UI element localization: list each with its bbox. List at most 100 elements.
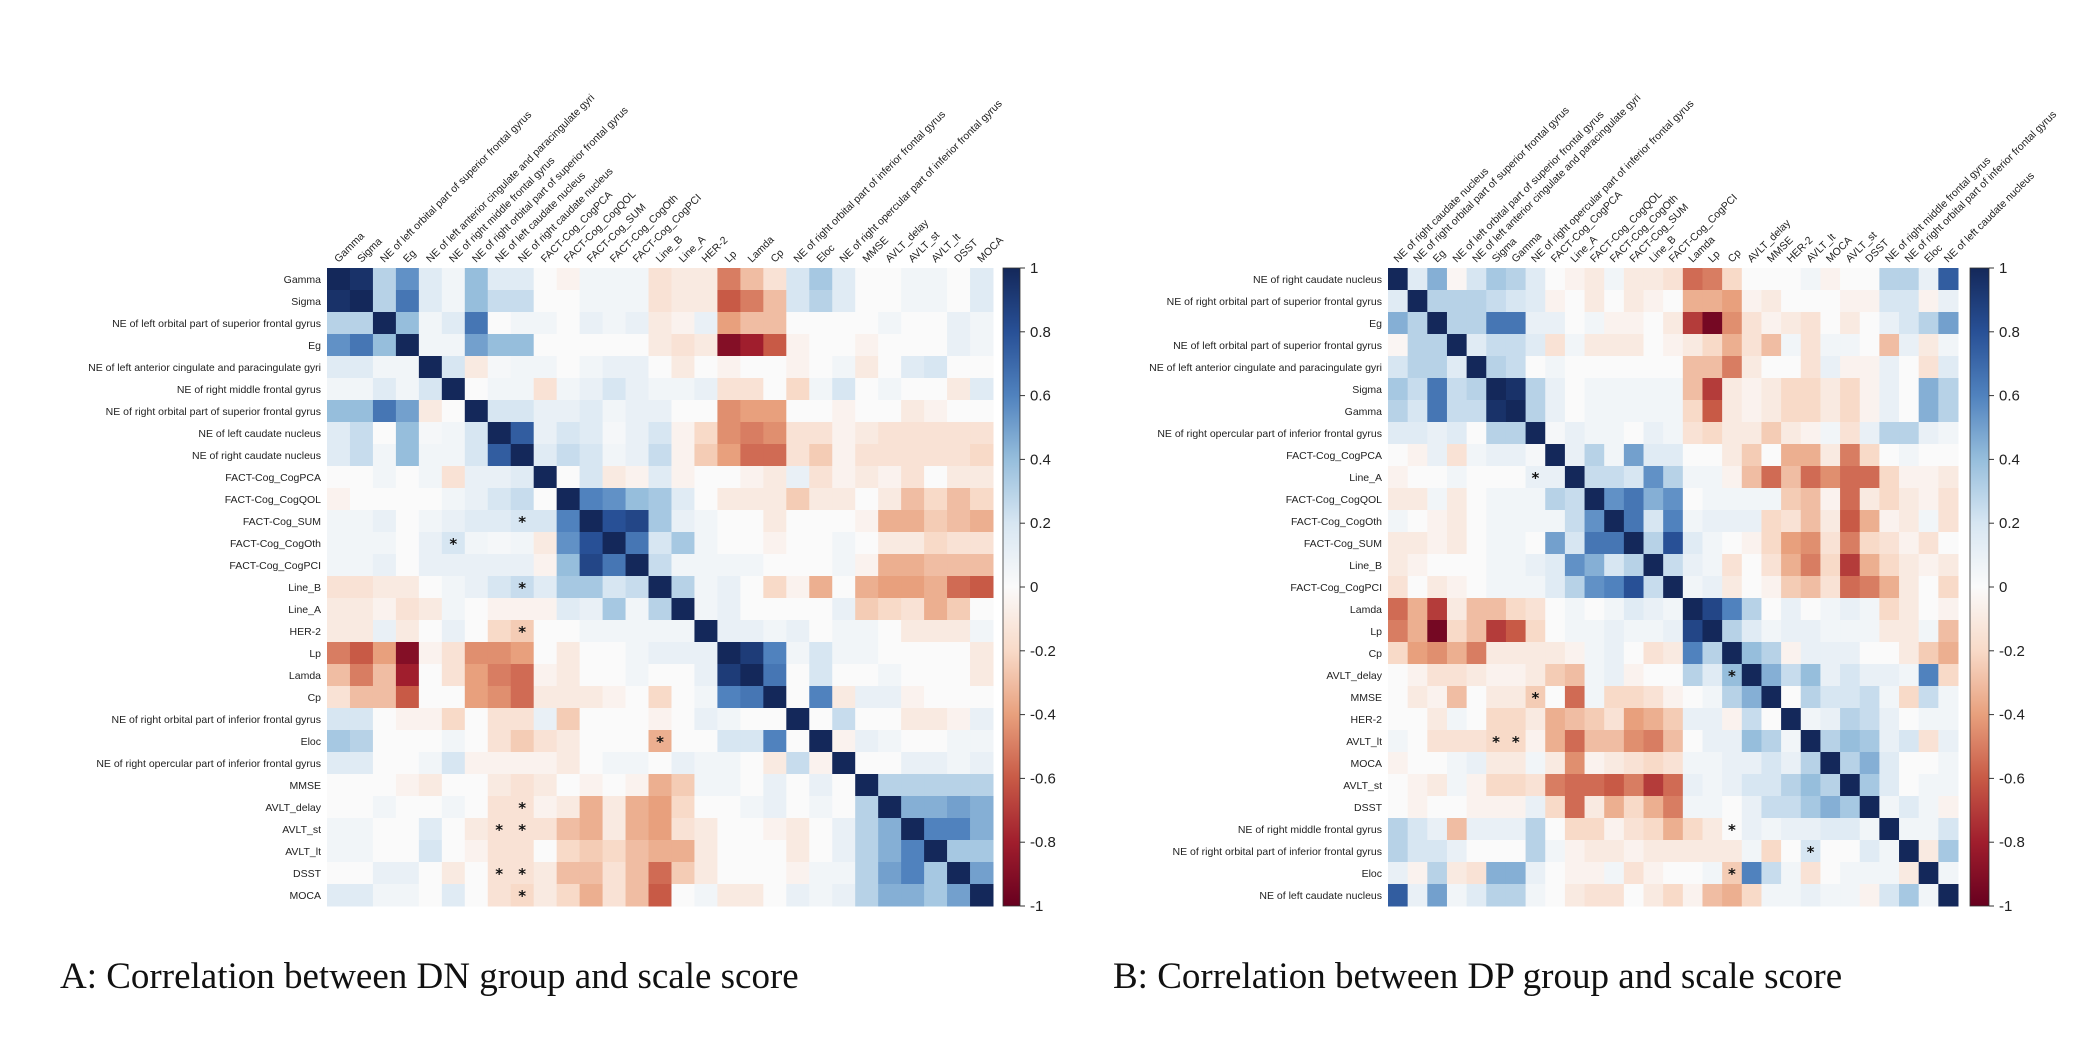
heatmap-cell bbox=[1800, 862, 1821, 885]
heatmap-cell bbox=[878, 400, 902, 423]
heatmap-cell bbox=[1388, 620, 1409, 643]
heatmap-cell bbox=[602, 796, 627, 819]
heatmap-cell bbox=[1427, 466, 1448, 489]
heatmap-cell bbox=[1702, 290, 1723, 313]
heatmap-cell bbox=[855, 598, 879, 621]
heatmap-cell bbox=[1918, 378, 1939, 401]
heatmap-cell bbox=[970, 708, 994, 731]
heatmap-cell bbox=[832, 642, 856, 665]
heatmap-cell bbox=[855, 818, 879, 841]
heatmap-cell bbox=[1722, 334, 1743, 357]
heatmap-cell bbox=[1584, 510, 1605, 533]
heatmap-cell bbox=[1761, 422, 1782, 445]
heatmap-cell bbox=[1466, 268, 1487, 291]
heatmap-cell bbox=[1604, 356, 1625, 379]
heatmap-cell bbox=[694, 466, 718, 489]
heatmap-cell bbox=[372, 752, 397, 775]
heatmap-cell bbox=[648, 598, 672, 621]
heatmap-cell bbox=[717, 818, 741, 841]
colorbar-tick-label: 1 bbox=[1999, 260, 2007, 277]
heatmap-cell bbox=[1427, 708, 1448, 731]
heatmap-cell bbox=[487, 268, 512, 291]
heatmap-cell bbox=[1722, 840, 1743, 863]
heatmap-cell bbox=[855, 576, 879, 599]
heatmap-cell bbox=[1781, 466, 1802, 489]
heatmap-cell bbox=[1623, 356, 1645, 379]
colorbar-tick-label: -1 bbox=[1999, 898, 2012, 915]
heatmap-cell bbox=[1388, 378, 1409, 401]
heatmap-cell bbox=[625, 422, 650, 445]
heatmap-cell bbox=[1584, 884, 1605, 907]
heatmap-cell bbox=[579, 400, 604, 423]
heatmap-cell bbox=[717, 312, 741, 335]
heatmap-cell bbox=[487, 488, 512, 511]
heatmap-cell bbox=[464, 422, 489, 445]
heatmap-cell bbox=[1584, 466, 1605, 489]
heatmap-cell bbox=[1741, 312, 1762, 335]
heatmap-cell bbox=[786, 532, 810, 555]
heatmap-cell bbox=[694, 488, 718, 511]
heatmap-cell bbox=[464, 400, 489, 423]
heatmap-cell bbox=[487, 554, 512, 577]
heatmap-cell bbox=[1486, 620, 1507, 643]
heatmap-cell bbox=[602, 532, 627, 555]
heatmap-cell bbox=[1899, 268, 1920, 291]
heatmap-cell bbox=[1407, 378, 1428, 401]
heatmap-cell bbox=[1820, 818, 1841, 841]
heatmap-cell bbox=[1525, 664, 1546, 687]
heatmap-cell bbox=[441, 554, 466, 577]
heatmap-cell bbox=[349, 686, 374, 709]
heatmap-cell bbox=[602, 356, 627, 379]
heatmap-cell bbox=[1604, 642, 1625, 665]
heatmap-cell bbox=[372, 356, 397, 379]
heatmap-cell bbox=[1525, 532, 1546, 555]
heatmap-cell bbox=[740, 444, 764, 467]
heatmap-cell bbox=[1820, 290, 1841, 313]
heatmap-cell bbox=[349, 422, 374, 445]
colorbar-tick-label: -0.2 bbox=[1030, 643, 1056, 660]
heatmap-cell bbox=[1446, 378, 1468, 401]
heatmap-cell bbox=[1859, 884, 1880, 907]
heatmap-cell bbox=[924, 334, 948, 357]
heatmap-cell bbox=[1525, 598, 1546, 621]
heatmap-cell bbox=[327, 268, 351, 291]
heatmap-cell bbox=[1859, 862, 1880, 885]
heatmap-cell bbox=[832, 708, 856, 731]
heatmap-cell bbox=[1466, 444, 1487, 467]
heatmap-cell bbox=[1741, 290, 1762, 313]
heatmap-cell bbox=[947, 818, 971, 841]
column-label: Cp bbox=[768, 247, 786, 265]
heatmap-cell bbox=[1840, 510, 1861, 533]
heatmap-cell bbox=[1820, 774, 1841, 797]
significance-star: * bbox=[1492, 733, 1500, 751]
heatmap-cell bbox=[832, 444, 856, 467]
heatmap-cell bbox=[1800, 334, 1821, 357]
heatmap-cell bbox=[832, 862, 856, 885]
heatmap-cell bbox=[1545, 598, 1566, 621]
heatmap-cell bbox=[878, 378, 902, 401]
heatmap-cell bbox=[740, 554, 764, 577]
heatmap-cell bbox=[1781, 488, 1802, 511]
heatmap-cell bbox=[832, 334, 856, 357]
heatmap-cell bbox=[1781, 510, 1802, 533]
heatmap-cell bbox=[717, 554, 741, 577]
heatmap-cell bbox=[832, 598, 856, 621]
heatmap-cell bbox=[464, 532, 489, 555]
heatmap-cell bbox=[855, 642, 879, 665]
heatmap-cell bbox=[786, 378, 810, 401]
heatmap-cell bbox=[1918, 510, 1939, 533]
heatmap-cell bbox=[970, 532, 994, 555]
heatmap-cell bbox=[970, 862, 994, 885]
heatmap-cell bbox=[648, 642, 672, 665]
heatmap-cell bbox=[1604, 796, 1625, 819]
heatmap-cell bbox=[1466, 466, 1487, 489]
heatmap-cell bbox=[1722, 576, 1743, 599]
heatmap-cell bbox=[1388, 664, 1409, 687]
heatmap-cell bbox=[1722, 818, 1743, 841]
heatmap-cell bbox=[1761, 510, 1782, 533]
heatmap-cell bbox=[648, 488, 672, 511]
heatmap-cell bbox=[740, 818, 764, 841]
heatmap-cell bbox=[832, 818, 856, 841]
heatmap-cell bbox=[1722, 752, 1743, 775]
heatmap-cell bbox=[464, 818, 489, 841]
